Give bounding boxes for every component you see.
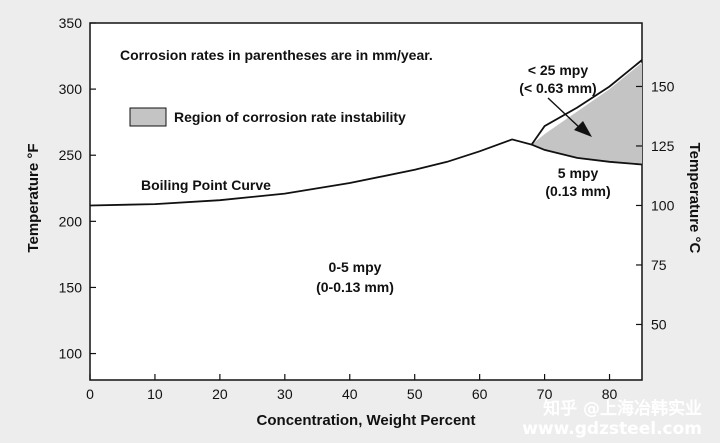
x-tick-label: 60 (472, 386, 488, 402)
y-tick-label-right: 100 (651, 197, 675, 213)
y-tick-label-left: 200 (59, 213, 83, 229)
upper-rate-mm-label: (< 0.63 mm) (519, 80, 596, 96)
x-tick-label: 40 (342, 386, 358, 402)
corrosion-note: Corrosion rates in parentheses are in mm… (120, 47, 433, 63)
boiling-point-curve (89, 59, 643, 207)
upper-rate-arrowhead (574, 121, 592, 137)
plot-area (89, 22, 643, 381)
low-rate-mm-label: (0-0.13 mm) (316, 279, 394, 295)
boiling-curve-label: Boiling Point Curve (141, 177, 271, 193)
x-tick-label: 50 (407, 386, 423, 402)
legend-entry-label: Region of corrosion rate instability (174, 109, 406, 125)
watermark-line-2: www.gdzsteel.com (522, 419, 702, 438)
y-axis-label-right: Temperature °C (686, 143, 703, 254)
y-tick-label-right: 75 (651, 257, 667, 273)
y-tick-label-left: 350 (59, 15, 83, 31)
mid-rate-label: 5 mpy (558, 165, 599, 181)
y-tick-label-right: 150 (651, 78, 675, 94)
y-axis-label-left: Temperature °F (25, 143, 42, 252)
upper-rate-label: < 25 mpy (528, 62, 589, 78)
upper-rate-arrow (547, 97, 581, 129)
y-tick-label-right: 50 (651, 316, 667, 332)
x-tick-label: 80 (602, 386, 618, 402)
five-mpy-curve (531, 143, 643, 166)
y-tick-label-left: 100 (59, 346, 83, 362)
x-tick-label: 70 (537, 386, 553, 402)
x-tick-label: 30 (277, 386, 293, 402)
watermark-line-1: 知乎 @上海冶韩实业 (542, 398, 702, 419)
instability-region (531, 62, 642, 165)
mid-rate-mm-label: (0.13 mm) (545, 183, 610, 199)
y-tick-label-right: 125 (651, 138, 675, 154)
y-tick-label-left: 300 (59, 81, 83, 97)
low-rate-label: 0-5 mpy (329, 259, 382, 275)
x-tick-label: 0 (86, 386, 94, 402)
y-tick-label-left: 150 (59, 279, 83, 295)
legend-swatch (129, 107, 167, 127)
x-axis-label: Concentration, Weight Percent (257, 412, 476, 429)
x-tick-label: 20 (212, 386, 228, 402)
y-tick-label-left: 250 (59, 147, 83, 163)
x-tick-label: 10 (147, 386, 163, 402)
